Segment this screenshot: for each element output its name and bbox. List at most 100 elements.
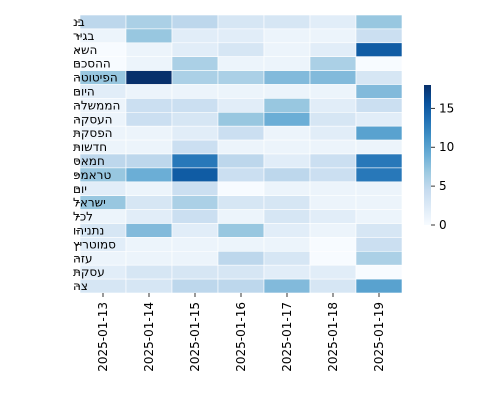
heatmap-cell: [309, 98, 357, 113]
heatmap-cell: [263, 209, 311, 224]
y-tick-label: עסקת: [73, 265, 105, 279]
heatmap-cell: [171, 223, 219, 238]
heatmap-cell: [125, 14, 173, 30]
heatmap-cell: [171, 42, 219, 57]
heatmap-cell: [217, 84, 265, 99]
heatmap-cell: [355, 28, 403, 44]
heatmap-cell: [355, 70, 403, 85]
heatmap-cell: [171, 112, 219, 127]
heatmap-cell: [309, 14, 357, 30]
x-tick-label: 2025-01-18: [326, 302, 340, 372]
heatmap-cell: [263, 181, 311, 197]
heatmap-cell: [171, 181, 219, 197]
heatmap-cell: [263, 264, 311, 280]
y-tick-label: חמאס: [73, 154, 105, 168]
heatmap-cell: [263, 98, 311, 113]
heatmap-cell: [309, 237, 357, 252]
heatmap-cell: [217, 28, 265, 44]
heatmap-cell: [309, 84, 357, 99]
heatmap-cell: [217, 112, 265, 127]
heatmap-cell: [263, 56, 311, 71]
heatmap-cell: [171, 251, 219, 266]
heatmap-cell: [355, 264, 403, 280]
y-tick-label: ישראל: [73, 196, 106, 210]
heatmap-cell: [125, 56, 173, 71]
x-tick-label: 2025-01-16: [234, 302, 248, 372]
heatmap-cell: [263, 278, 311, 294]
heatmap-cell: [125, 125, 173, 141]
heatmap-cell: [263, 153, 311, 169]
heatmap-cell: [171, 237, 219, 252]
heatmap-cell: [217, 237, 265, 252]
heatmap-cell: [217, 56, 265, 71]
y-tick-label: בנ: [73, 15, 85, 29]
heatmap-cell: [217, 251, 265, 266]
heatmap-cell: [355, 195, 403, 210]
heatmap-cell: [217, 153, 265, 169]
heatmap-cell: [125, 181, 173, 197]
heatmap-cell: [217, 195, 265, 210]
heatmap-cell: [217, 98, 265, 113]
heatmap-cell: [171, 139, 219, 155]
heatmap-cell: [125, 98, 173, 113]
heatmap-cell: [171, 167, 219, 183]
heatmap-cell: [125, 84, 173, 99]
heatmap-cell: [171, 278, 219, 294]
heatmap-cell: [263, 28, 311, 44]
heatmap-cell: [171, 264, 219, 280]
y-tick-label: הפיטוטה: [73, 71, 118, 85]
heatmap-cell: [125, 139, 173, 155]
x-tick-labels: 2025-01-13 2025-01-14 2025-01-15 2025-01-16…: [96, 293, 386, 372]
heatmap-cell: [263, 251, 311, 266]
heatmap-cell: [263, 167, 311, 183]
colorbar: 0 5 10 15: [424, 85, 454, 232]
y-tick-label: סמוטריץ: [73, 237, 116, 251]
heatmap-cell: [309, 195, 357, 210]
heatmap-cell: [171, 84, 219, 99]
heatmap-cell: [125, 112, 173, 127]
colorbar-tick-label: 5: [439, 179, 447, 193]
y-tick-label: טראמפ: [73, 168, 111, 182]
heatmap-cell: [355, 237, 403, 252]
heatmap-cell: [355, 98, 403, 113]
heatmap-cell: [309, 56, 357, 71]
y-tick-labels: בנבגירהשאההסכםהפיטוטההיוםהממשלההעסקההפסק…: [73, 15, 120, 293]
heatmap-cell: [217, 42, 265, 57]
heatmap-cell: [263, 237, 311, 252]
heatmap-cell: [217, 209, 265, 224]
y-tick-label: נתניהו: [73, 223, 104, 237]
y-tick-label: היום: [73, 84, 95, 98]
heatmap-cell: [309, 70, 357, 85]
heatmap-cell: [309, 181, 357, 197]
heatmap-cell: [125, 278, 173, 294]
heatmap-cell: [309, 167, 357, 183]
heatmap-cell: [125, 28, 173, 44]
heatmap-cell: [125, 209, 173, 224]
heatmap-cell: [355, 167, 403, 183]
heatmap-cell: [355, 139, 403, 155]
heatmap-cell: [171, 195, 219, 210]
heatmap-cell: [355, 42, 403, 57]
y-tick-label: העסקה: [73, 112, 113, 126]
y-tick-label: חדשות: [73, 140, 107, 154]
heatmap-cell: [171, 56, 219, 71]
heatmap-cell: [355, 112, 403, 127]
heatmap-cell: [217, 264, 265, 280]
heatmap-cell: [125, 223, 173, 238]
heatmap-cell: [355, 251, 403, 266]
heatmap-cell: [309, 42, 357, 57]
heatmap-cell: [355, 153, 403, 169]
heatmap-cell: [125, 264, 173, 280]
heatmap-cell: [263, 112, 311, 127]
y-tick-label: הממשלה: [73, 98, 120, 112]
heatmap-cell: [263, 84, 311, 99]
y-tick-label: יום: [73, 182, 87, 196]
heatmap-cell: [309, 209, 357, 224]
heatmap-cell: [171, 28, 219, 44]
heatmap-cell: [355, 56, 403, 71]
heatmap-cell: [171, 70, 219, 85]
heatmap-cell: [171, 14, 219, 30]
colorbar-tick-label: 10: [439, 140, 454, 154]
heatmap-cell: [309, 251, 357, 266]
